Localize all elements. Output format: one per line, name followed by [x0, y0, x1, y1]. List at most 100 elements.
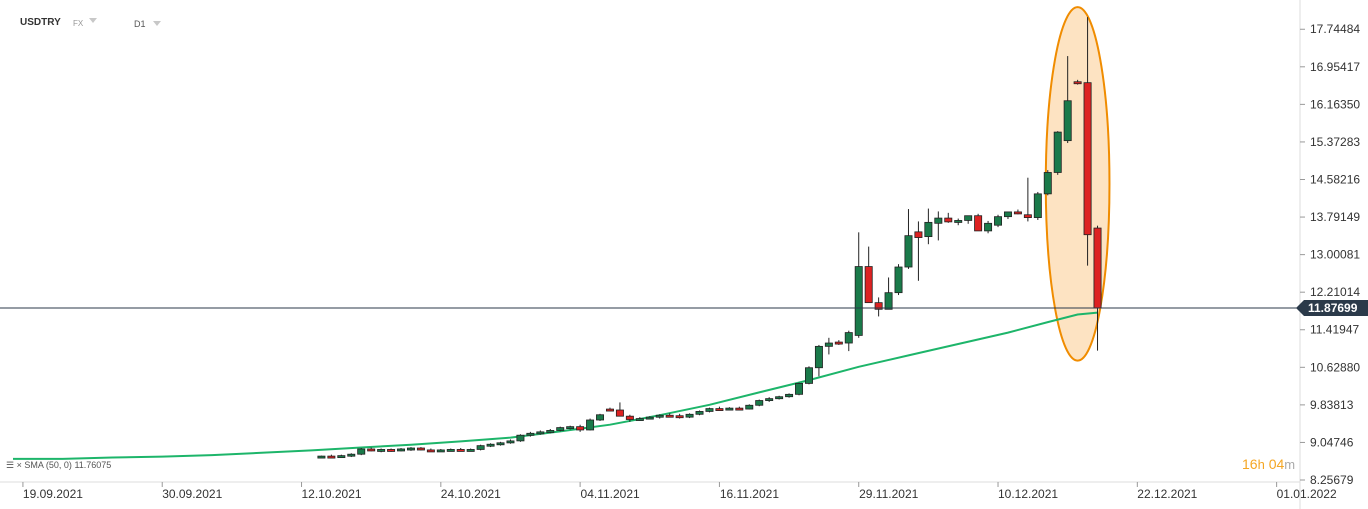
candle-body: [675, 415, 684, 419]
y-tick-label: 11.41947: [1310, 323, 1359, 337]
candle-body: [765, 398, 774, 402]
timer-hours-unit: h: [1257, 457, 1265, 472]
candle-body: [954, 220, 963, 223]
y-tick-label: 9.83813: [1310, 398, 1354, 412]
y-tick-label: 13.00081: [1310, 248, 1360, 262]
candle-body: [1053, 131, 1062, 173]
candle-body: [904, 235, 913, 268]
candle-body: [476, 445, 485, 450]
candle-body: [645, 416, 654, 420]
indicator-close-icon[interactable]: ×: [16, 460, 22, 470]
timer-minutes-unit: m: [1284, 457, 1296, 472]
candle-body: [1033, 193, 1042, 219]
candle-body: [1083, 82, 1092, 236]
candle-body: [964, 215, 973, 221]
candle-body: [824, 342, 833, 347]
candle-body: [436, 449, 445, 453]
candle-body: [685, 413, 694, 418]
indicator-params: (50, 0): [45, 460, 72, 470]
x-tick-label: 10.12.2021: [998, 487, 1058, 501]
candle-body: [934, 217, 943, 224]
symbol-label[interactable]: USDTRY: [20, 17, 61, 28]
candle-body: [785, 393, 794, 398]
candle-body: [814, 345, 823, 369]
candle-body: [387, 449, 396, 452]
candle-body: [486, 443, 495, 447]
candle-body: [804, 367, 813, 384]
candle-body: [974, 215, 983, 232]
candle-body: [1043, 172, 1052, 195]
candle-body: [536, 431, 545, 435]
chevron-down-icon[interactable]: [89, 18, 97, 23]
candle-body: [635, 418, 644, 421]
candle-body: [745, 404, 754, 410]
candle-body: [1073, 81, 1082, 85]
candle-body: [944, 217, 953, 223]
y-tick-label: 12.21014: [1310, 285, 1360, 299]
indicator-name: SMA: [24, 460, 44, 470]
y-tick-label: 16.16350: [1310, 97, 1360, 111]
chevron-down-icon[interactable]: [153, 21, 161, 26]
candle-body: [775, 396, 784, 400]
candle-body: [377, 449, 386, 452]
x-tick-label: 19.09.2021: [23, 487, 83, 501]
candle-body: [347, 453, 356, 457]
candle-body: [605, 408, 614, 412]
candle-body: [884, 292, 893, 310]
current-price-label: 11.87699: [1308, 301, 1358, 315]
candle-body: [984, 222, 993, 232]
candle-body: [327, 455, 336, 459]
y-tick-label: 13.79149: [1310, 210, 1360, 224]
candle-body: [834, 341, 843, 345]
candle-body: [695, 411, 704, 415]
y-tick-label: 10.62880: [1310, 360, 1360, 374]
candle-body: [894, 266, 903, 294]
candle-body: [625, 415, 634, 420]
candle-body: [1003, 211, 1012, 218]
candle-body: [446, 449, 455, 452]
candle-body: [725, 407, 734, 411]
candle-body: [715, 408, 724, 411]
candle-body: [615, 409, 624, 417]
candle-body: [566, 426, 575, 430]
candle-body: [466, 449, 475, 452]
x-axis: 19.09.2021 30.09.2021 12.10.2021 24.10.2021…: [0, 481, 1337, 501]
market-label[interactable]: FX: [73, 19, 84, 28]
candle-body: [506, 440, 515, 444]
candle-body: [576, 426, 585, 431]
indicator-settings-icon[interactable]: ☰: [6, 460, 15, 470]
sma-line-layer: [13, 311, 1098, 460]
candle-body: [665, 414, 674, 418]
candle-body: [526, 432, 535, 436]
candle-body: [426, 449, 435, 453]
y-axis: 17.74484 16.95417 16.16350 15.37283 14.58216…: [1296, 0, 1368, 509]
candle-body: [586, 419, 595, 431]
candle-body: [456, 449, 465, 452]
candle-body: [655, 414, 664, 418]
candle-body: [1063, 100, 1072, 142]
y-tick-label: 15.37283: [1310, 135, 1360, 149]
y-tick-label: 8.25679: [1310, 473, 1354, 487]
candle-body: [546, 430, 555, 433]
y-tick-label: 16.95417: [1310, 60, 1360, 74]
candle-body: [556, 427, 565, 431]
candle-body: [516, 434, 525, 442]
candle-countdown: 16h 04m: [1242, 456, 1295, 472]
x-tick-label: 30.09.2021: [162, 487, 222, 501]
sma-line: [13, 311, 1098, 460]
timer-hours: 16: [1242, 456, 1258, 472]
x-tick-label: 04.11.2021: [581, 487, 640, 501]
x-tick-label: 16.11.2021: [720, 487, 779, 501]
candle-body: [1023, 214, 1032, 219]
indicator-legend[interactable]: ☰ × SMA (50, 0) 11.76075: [6, 460, 111, 471]
candle-body: [735, 407, 744, 411]
x-tick-label: 22.12.2021: [1137, 487, 1197, 501]
timeframe-label[interactable]: D1: [134, 19, 146, 29]
candle-body: [357, 448, 366, 455]
candle-body: [397, 448, 406, 452]
candle-body: [367, 448, 376, 452]
candle-body: [914, 231, 923, 238]
x-tick-label: 24.10.2021: [441, 487, 501, 501]
y-tick-label: 14.58216: [1310, 172, 1360, 186]
